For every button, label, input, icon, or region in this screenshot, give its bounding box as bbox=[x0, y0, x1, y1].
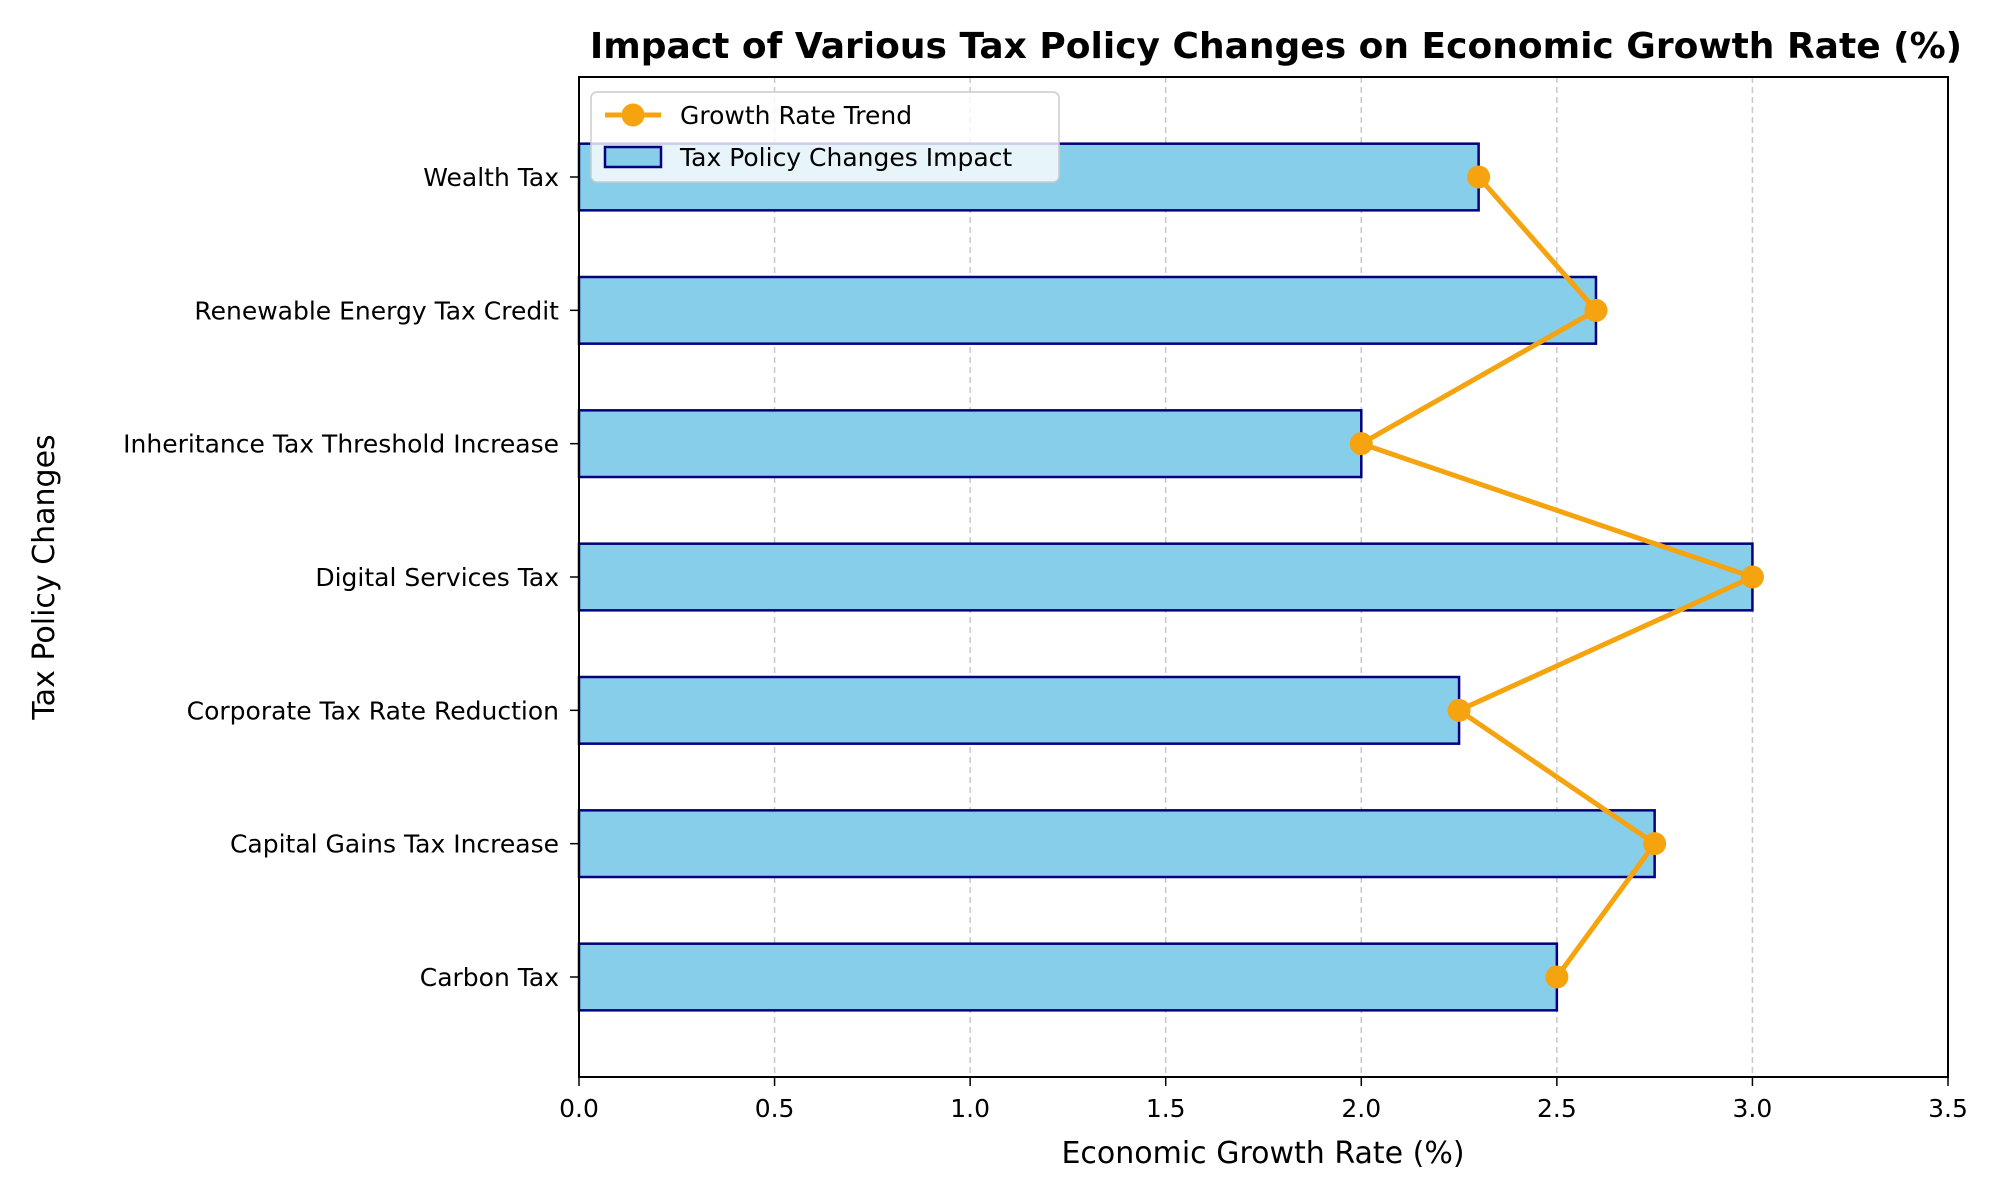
legend-line-marker bbox=[621, 103, 645, 127]
trend-line-layer bbox=[1349, 165, 1764, 989]
trend-point bbox=[1349, 432, 1373, 456]
y-axis-label: Tax Policy Changes bbox=[27, 434, 62, 720]
x-tick-label: 2.0 bbox=[1341, 1094, 1381, 1123]
y-tick-label: Capital Gains Tax Increase bbox=[230, 830, 559, 859]
trend-point bbox=[1584, 298, 1608, 322]
bar bbox=[577, 942, 1559, 1012]
trend-point bbox=[1740, 565, 1764, 589]
bar bbox=[577, 542, 1754, 612]
x-tick-label: 0.5 bbox=[755, 1094, 795, 1123]
bar bbox=[577, 809, 1656, 879]
axes: 0.0 0.5 1.0 1.5 2.0 2.5 3.0 3.5 Carbon Tax Capita… bbox=[123, 76, 1968, 1123]
y-tick-label: Corporate Tax Rate Reduction bbox=[187, 696, 559, 725]
plot-frame bbox=[578, 76, 1949, 1078]
x-tick-label: 3.5 bbox=[1928, 1094, 1968, 1123]
y-tick-label: Wealth Tax bbox=[423, 163, 559, 192]
y-tick-label: Carbon Tax bbox=[420, 963, 559, 992]
x-tick-label: 2.5 bbox=[1537, 1094, 1577, 1123]
legend-box bbox=[590, 91, 1060, 183]
legend: Growth Rate Trend Tax Policy Changes Impa… bbox=[590, 91, 1060, 183]
bar bbox=[577, 409, 1363, 479]
x-axis-label: Economic Growth Rate (%) bbox=[1061, 1136, 1464, 1171]
bar bbox=[577, 275, 1598, 345]
chart-title: Impact of Various Tax Policy Changes on … bbox=[590, 26, 1962, 67]
trend-point bbox=[1545, 965, 1569, 989]
legend-label-bars: Tax Policy Changes Impact bbox=[679, 143, 1012, 172]
trend-point bbox=[1447, 698, 1471, 722]
trend-point bbox=[1643, 832, 1667, 856]
x-tick-label: 1.5 bbox=[1146, 1094, 1186, 1123]
x-tick-label: 1.0 bbox=[950, 1094, 990, 1123]
legend-bar-swatch bbox=[603, 145, 663, 169]
y-tick-label: Digital Services Tax bbox=[315, 563, 559, 592]
bar bbox=[577, 675, 1461, 745]
y-tick-label: Renewable Energy Tax Credit bbox=[194, 296, 559, 325]
y-tick-label: Inheritance Tax Threshold Increase bbox=[123, 430, 559, 459]
trend-point bbox=[1467, 165, 1491, 189]
x-tick-label: 3.0 bbox=[1733, 1094, 1773, 1123]
x-tick-label: 0.0 bbox=[559, 1094, 599, 1123]
legend-label-trend: Growth Rate Trend bbox=[680, 101, 912, 130]
